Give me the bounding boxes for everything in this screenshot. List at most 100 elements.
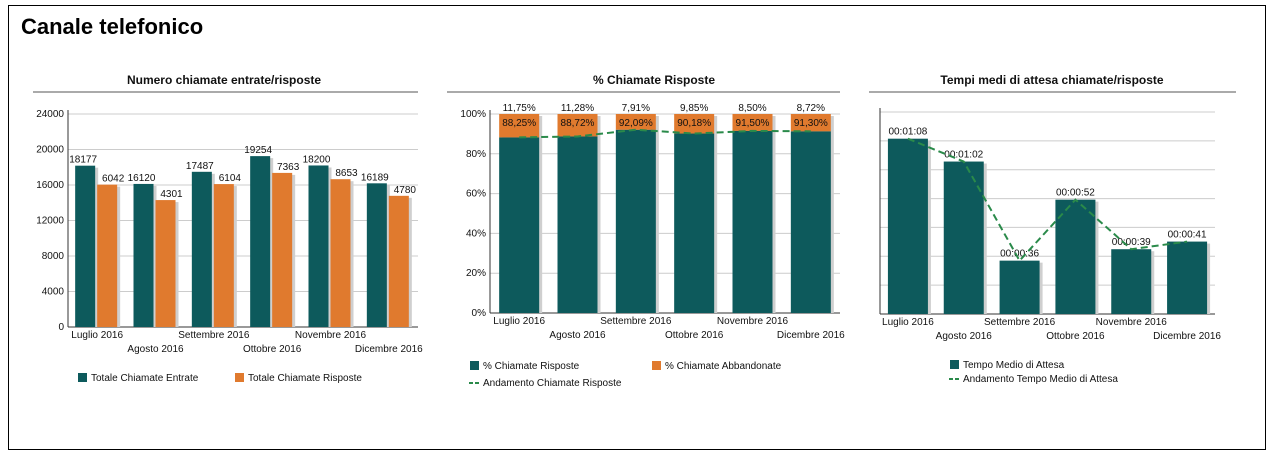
legend-label: % Chiamate Abbandonate — [665, 361, 782, 372]
bar — [366, 183, 387, 327]
data-label: 90,18% — [677, 118, 711, 129]
y-tick-label: 60% — [466, 189, 486, 200]
legend-label: Andamento Chiamate Risposte — [483, 378, 622, 389]
bar — [674, 133, 715, 313]
y-tick-label: 8000 — [42, 251, 65, 262]
data-label: 19254 — [244, 145, 272, 156]
chart-1: Numero chiamate entrate/risposte 0 4000 800… — [33, 73, 423, 384]
x-tick-label: Dicembre 2016 — [1153, 331, 1221, 342]
bar — [499, 137, 540, 313]
data-label: 92,09% — [619, 118, 653, 129]
legend-swatch — [235, 373, 244, 382]
x-tick-label: Dicembre 2016 — [355, 344, 423, 355]
bar — [1111, 249, 1152, 314]
x-tick-label: Settembre 2016 — [178, 330, 250, 341]
y-tick-label: 24000 — [36, 109, 64, 120]
section-title: Canale telefonico — [21, 14, 204, 39]
bar-segment — [615, 114, 656, 130]
chart-title: % Chiamate Risposte — [593, 73, 715, 87]
data-label: 17487 — [186, 161, 214, 172]
legend-label: Andamento Tempo Medio di Attesa — [963, 374, 1118, 385]
bar — [557, 136, 598, 313]
bar — [1167, 241, 1208, 314]
legend-label: Totale Chiamate Entrate — [91, 373, 199, 384]
data-label: 8,72% — [797, 103, 825, 114]
data-label: 88,25% — [502, 118, 536, 129]
x-tick-label: Agosto 2016 — [936, 331, 993, 342]
bar-segment — [674, 114, 715, 134]
bar — [213, 184, 234, 327]
legend-swatch — [652, 361, 661, 370]
bar — [308, 165, 329, 327]
bar — [272, 172, 293, 327]
data-label: 8653 — [335, 168, 358, 179]
bar-segment — [499, 114, 540, 138]
chart-3: Tempi medi di attesa chiamate/risposte 00… — [869, 73, 1236, 385]
x-tick-label: Luglio 2016 — [493, 316, 545, 327]
data-label: 9,85% — [680, 103, 708, 114]
data-label: 91,50% — [736, 118, 770, 129]
legend-swatch — [950, 360, 959, 369]
y-tick-label: 4000 — [42, 287, 65, 298]
x-tick-label: Luglio 2016 — [71, 330, 123, 341]
data-label: 7363 — [277, 162, 300, 173]
x-tick-label: Novembre 2016 — [295, 330, 367, 341]
legend-label: Totale Chiamate Risposte — [248, 373, 362, 384]
data-label: 00:00:52 — [1056, 188, 1095, 199]
bar — [250, 156, 271, 327]
data-label: 11,28% — [561, 103, 594, 114]
chart-title: Numero chiamate entrate/risposte — [127, 73, 321, 87]
bar-segment — [557, 114, 598, 137]
data-label: 18200 — [303, 154, 331, 165]
bar — [133, 183, 154, 327]
bar — [732, 130, 773, 313]
data-label: 7,91% — [622, 103, 650, 114]
bar — [75, 165, 96, 327]
data-label: 00:00:39 — [1112, 237, 1151, 248]
legend-swatch — [470, 361, 479, 370]
x-tick-label: Agosto 2016 — [549, 330, 606, 341]
bar — [97, 184, 118, 327]
bar — [887, 138, 928, 314]
bar — [943, 161, 984, 314]
bar-segment — [732, 114, 773, 131]
trend-line — [519, 128, 811, 139]
data-label: 00:01:02 — [944, 150, 983, 161]
y-tick-label: 16000 — [36, 180, 64, 191]
x-tick-label: Ottobre 2016 — [665, 330, 724, 341]
bar — [330, 179, 351, 327]
bar — [790, 131, 831, 313]
bar — [155, 200, 176, 327]
x-tick-label: Settembre 2016 — [984, 317, 1056, 328]
data-label: 6042 — [102, 174, 125, 185]
y-tick-label: 40% — [466, 228, 486, 239]
data-label: 18177 — [69, 155, 97, 166]
chart-title: Tempi medi di attesa chiamate/risposte — [940, 73, 1164, 87]
y-tick-label: 0 — [58, 322, 64, 333]
chart-2: % Chiamate Risposte 0% 20% 40% 60% 80% 100% 11,… — [447, 73, 845, 389]
data-label: 00:00:36 — [1000, 249, 1039, 260]
legend-label: % Chiamate Risposte — [483, 361, 580, 372]
y-tick-label: 20% — [466, 268, 486, 279]
x-tick-label: Settembre 2016 — [600, 316, 672, 327]
legend-label: Tempo Medio di Attesa — [963, 360, 1065, 371]
x-tick-label: Novembre 2016 — [1096, 317, 1168, 328]
data-label: 88,72% — [561, 118, 595, 129]
data-label: 91,30% — [794, 118, 828, 129]
data-label: 11,75% — [503, 103, 536, 114]
x-tick-label: Ottobre 2016 — [1046, 331, 1105, 342]
data-label: 6104 — [219, 173, 242, 184]
trend-line — [907, 137, 1188, 263]
section-frame — [8, 5, 1266, 450]
bar — [388, 195, 409, 327]
data-label: 4301 — [160, 189, 183, 200]
x-tick-label: Dicembre 2016 — [777, 330, 845, 341]
y-tick-label: 20000 — [36, 145, 64, 156]
x-tick-label: Novembre 2016 — [717, 316, 789, 327]
data-label: 00:00:41 — [1168, 230, 1207, 241]
bar — [1055, 199, 1096, 314]
y-tick-label: 12000 — [36, 216, 64, 227]
bar-segment — [790, 114, 831, 132]
legend-swatch — [78, 373, 87, 382]
